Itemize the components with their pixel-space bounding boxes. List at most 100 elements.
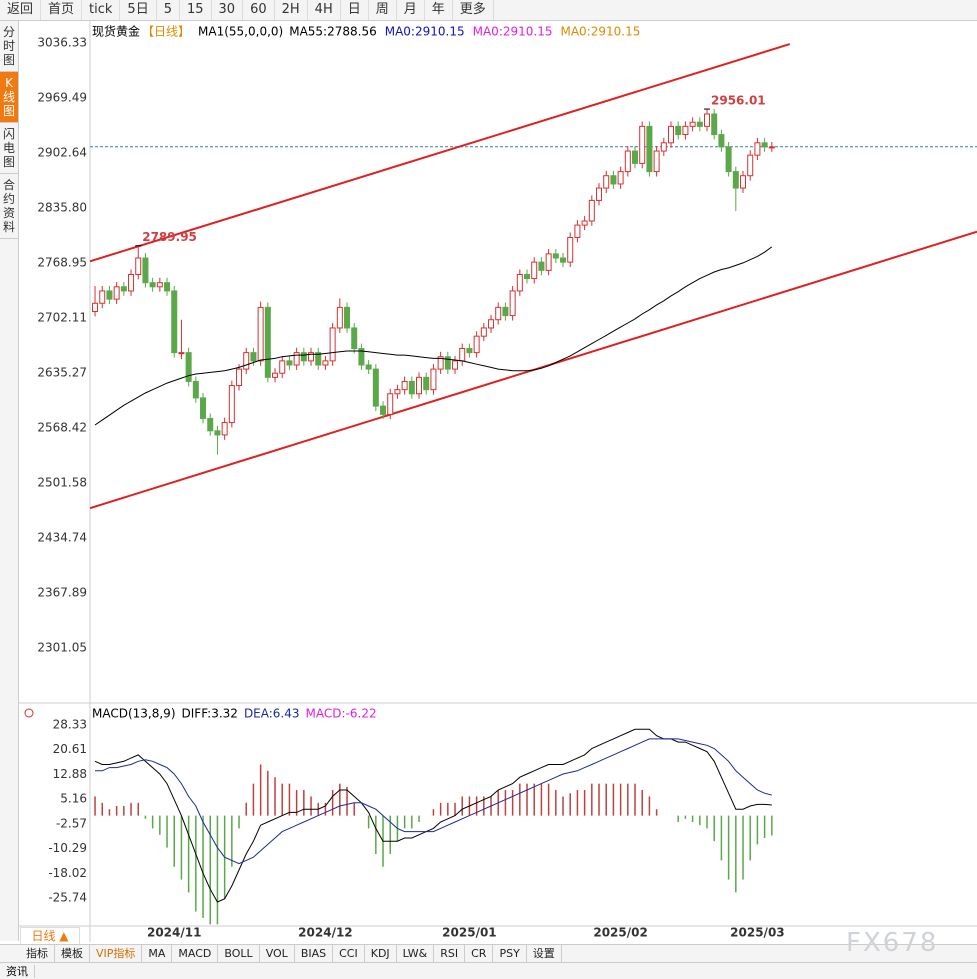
legend-text: 【日线】: [142, 25, 190, 39]
candle-body: [92, 302, 99, 312]
x-tick-label: 2025/02: [593, 926, 647, 940]
candle-body: [574, 224, 581, 238]
toolbar-button[interactable]: 日: [341, 0, 369, 20]
legend-text: MA0:2910.15: [560, 25, 640, 39]
toolbar-button[interactable]: 年: [425, 0, 453, 20]
y-tick-label: -10.29: [48, 841, 87, 855]
candle-body: [459, 348, 466, 362]
side-tab[interactable]: 分时图: [0, 21, 18, 72]
candle-body: [747, 154, 754, 177]
toolbar-button[interactable]: 周: [369, 0, 397, 20]
toolbar-button[interactable]: 60: [243, 0, 275, 20]
candle-body: [617, 171, 624, 185]
legend-text: 现货黄金: [92, 24, 140, 39]
candle-body: [718, 134, 725, 148]
candle-body: [639, 125, 646, 164]
candle-body: [329, 327, 336, 362]
y-tick-label: 2434.74: [37, 530, 87, 544]
candle-body: [466, 348, 473, 354]
candle-body: [149, 282, 156, 288]
y-tick-label: 2635.27: [37, 365, 87, 379]
candle-body: [646, 125, 653, 173]
candle-body: [293, 352, 300, 366]
toolbar-button[interactable]: 返回: [0, 0, 42, 20]
indicator-tab[interactable]: BOLL: [218, 945, 260, 962]
toolbar-button[interactable]: 2H: [275, 0, 308, 20]
candle-body: [214, 430, 221, 436]
candle-body: [538, 261, 545, 271]
candle-body: [322, 360, 329, 366]
indicator-tab[interactable]: CCI: [333, 945, 365, 962]
candle-body: [171, 290, 178, 354]
candle-body: [308, 352, 315, 362]
candle-body: [437, 356, 444, 370]
candle-body: [178, 352, 185, 355]
period-tab[interactable]: 日线 ▲: [20, 927, 80, 945]
side-tab[interactable]: 合约资料: [0, 174, 18, 239]
side-tab[interactable]: 闪电图: [0, 123, 18, 174]
indicator-tab[interactable]: VIP指标: [90, 945, 143, 962]
toolbar-button[interactable]: 首页: [41, 0, 83, 20]
toolbar-button[interactable]: 月: [397, 0, 425, 20]
candle-body: [387, 393, 394, 415]
toolbar-button[interactable]: tick: [82, 0, 121, 20]
candle-body: [444, 356, 451, 370]
toolbar-button[interactable]: 30: [212, 0, 244, 20]
candle-body: [596, 187, 603, 201]
indicator-tab[interactable]: MACD: [172, 945, 219, 962]
indicator-tab[interactable]: 设置: [527, 945, 562, 962]
y-tick-label: 28.33: [53, 718, 87, 732]
side-tab[interactable]: K线图: [0, 72, 18, 123]
macd-legend: MACD(13,8,9): [92, 707, 176, 721]
candle-body: [336, 306, 343, 329]
candle-body: [365, 364, 372, 370]
candle-body: [754, 142, 761, 156]
candle-body: [228, 385, 235, 424]
indicator-tab[interactable]: BIAS: [295, 945, 334, 962]
candle-body: [423, 376, 430, 391]
candle-body: [156, 282, 163, 288]
candle-body: [531, 261, 538, 280]
indicator-tab[interactable]: 模板: [55, 945, 90, 962]
candle-body: [740, 175, 747, 189]
toolbar: 返回 首页 tick 5日 5 15 30 60 2H 4H 日周月年更多: [0, 0, 977, 21]
footer-tab[interactable]: 资讯: [0, 965, 35, 978]
indicator-tab[interactable]: RSI: [434, 945, 466, 962]
candle-body: [682, 125, 689, 136]
x-tick-label: 2024/11: [147, 926, 201, 940]
candle-body: [221, 422, 228, 436]
macd-plot: [94, 728, 773, 925]
indicator-tab[interactable]: CR: [465, 945, 494, 962]
indicator-tab[interactable]: MA: [142, 945, 173, 962]
toolbar-button[interactable]: 15: [180, 0, 212, 20]
indicator-tab[interactable]: 指标: [20, 945, 55, 962]
candle-body: [624, 150, 631, 173]
indicator-tab[interactable]: LW&: [397, 945, 435, 962]
indicator-tab[interactable]: PSY: [493, 945, 527, 962]
x-tick-label: 2025/01: [442, 926, 496, 940]
high-label: 2789.95: [142, 230, 197, 244]
candle-body: [524, 273, 531, 280]
candle-body: [480, 327, 487, 337]
candle-body: [473, 335, 480, 354]
indicator-tab[interactable]: KDJ: [365, 945, 397, 962]
toolbar-button[interactable]: 4H: [308, 0, 341, 20]
candle-body: [351, 327, 358, 350]
indicator-tab[interactable]: VOL: [260, 945, 295, 962]
sidebar: 分时图 K线图 闪电图 合约资料: [0, 21, 19, 941]
legend-text: MA0:2910.15: [385, 25, 465, 39]
candle-body: [401, 380, 408, 391]
toolbar-button[interactable]: 5日: [120, 0, 157, 20]
candle-body: [768, 146, 775, 149]
candle-body: [142, 257, 149, 284]
y-tick-label: -25.74: [48, 890, 87, 904]
candle-body: [488, 319, 495, 329]
candle-body: [128, 273, 135, 292]
candle-body: [509, 290, 516, 317]
legend-text: MA1(55,0,0,0): [198, 25, 283, 39]
toolbar-button[interactable]: 更多: [453, 0, 494, 20]
toolbar-button[interactable]: 5: [157, 0, 180, 20]
high-label: 2956.01: [711, 94, 766, 108]
candle-body: [207, 417, 214, 432]
